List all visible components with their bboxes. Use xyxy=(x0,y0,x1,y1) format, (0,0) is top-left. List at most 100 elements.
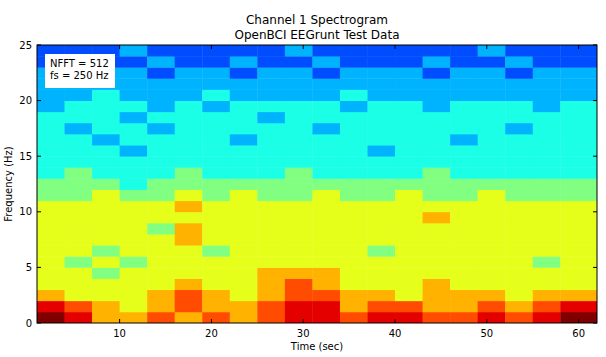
cell xyxy=(478,212,506,224)
cell xyxy=(230,56,258,68)
cell xyxy=(423,267,451,279)
cell xyxy=(37,156,65,168)
cell xyxy=(175,101,203,113)
cell xyxy=(230,301,258,313)
cell xyxy=(560,256,597,268)
x-tick xyxy=(486,319,487,323)
x-axis-label: Time (sec) xyxy=(290,341,343,352)
cell xyxy=(505,134,533,146)
cell xyxy=(202,101,230,113)
y-tick xyxy=(593,100,597,101)
cell xyxy=(533,223,561,235)
cell xyxy=(312,145,340,157)
cell xyxy=(478,223,506,235)
cell xyxy=(367,123,395,135)
cell xyxy=(92,256,120,268)
cell xyxy=(175,190,203,202)
cell xyxy=(478,167,506,179)
cell xyxy=(450,256,478,268)
x-tick xyxy=(211,45,212,49)
cell xyxy=(533,45,561,57)
cell xyxy=(257,290,285,302)
cell xyxy=(423,290,451,302)
annotation-background xyxy=(45,54,115,88)
cell xyxy=(202,178,230,190)
cell xyxy=(202,123,230,135)
cell xyxy=(505,301,533,313)
cell xyxy=(533,212,561,224)
cell xyxy=(202,134,230,146)
cell xyxy=(340,190,368,202)
cell xyxy=(423,56,451,68)
cell xyxy=(230,145,258,157)
cell xyxy=(533,245,561,257)
cell xyxy=(202,201,230,213)
cell xyxy=(285,67,313,79)
cell xyxy=(478,301,506,313)
cell xyxy=(505,67,533,79)
cell xyxy=(478,123,506,135)
cell xyxy=(147,101,175,113)
cell xyxy=(395,101,423,113)
cell xyxy=(340,145,368,157)
y-tick xyxy=(37,45,41,46)
cell xyxy=(340,201,368,213)
cell xyxy=(450,101,478,113)
cell xyxy=(450,67,478,79)
cell xyxy=(120,156,148,168)
cell xyxy=(65,279,93,291)
cell xyxy=(230,245,258,257)
cell xyxy=(92,312,120,323)
cell xyxy=(478,290,506,302)
cell xyxy=(257,178,285,190)
cell xyxy=(147,212,175,224)
cell xyxy=(147,167,175,179)
cell xyxy=(367,190,395,202)
cell xyxy=(395,290,423,302)
cell xyxy=(257,156,285,168)
cell xyxy=(147,223,175,235)
cell xyxy=(533,178,561,190)
cell xyxy=(533,279,561,291)
cell xyxy=(65,201,93,213)
cell xyxy=(450,123,478,135)
cell xyxy=(423,256,451,268)
cell xyxy=(478,156,506,168)
cell xyxy=(175,212,203,224)
y-tick-label: 10 xyxy=(19,206,32,217)
cell xyxy=(505,89,533,101)
x-tick-label: 10 xyxy=(113,328,126,339)
cell xyxy=(560,212,597,224)
cell xyxy=(312,89,340,101)
cell xyxy=(202,234,230,246)
annotation: NFFT = 512 xyxy=(50,58,109,69)
cell xyxy=(285,123,313,135)
cell xyxy=(505,56,533,68)
cell xyxy=(92,89,120,101)
cell xyxy=(202,290,230,302)
cell xyxy=(340,156,368,168)
cell xyxy=(92,134,120,146)
cell xyxy=(285,101,313,113)
cell xyxy=(120,56,148,68)
cell xyxy=(395,178,423,190)
cell xyxy=(147,234,175,246)
cell xyxy=(65,178,93,190)
cell xyxy=(340,89,368,101)
cell xyxy=(92,279,120,291)
x-tick-label: 40 xyxy=(389,328,402,339)
cell xyxy=(340,45,368,57)
cell xyxy=(120,312,148,323)
cell xyxy=(285,145,313,157)
cell xyxy=(340,101,368,113)
cell xyxy=(230,123,258,135)
cell xyxy=(37,279,65,291)
cell xyxy=(395,279,423,291)
cell xyxy=(37,123,65,135)
cell xyxy=(450,134,478,146)
cell xyxy=(533,301,561,313)
cell xyxy=(533,190,561,202)
cell xyxy=(450,89,478,101)
cell xyxy=(285,190,313,202)
cell xyxy=(120,45,148,57)
